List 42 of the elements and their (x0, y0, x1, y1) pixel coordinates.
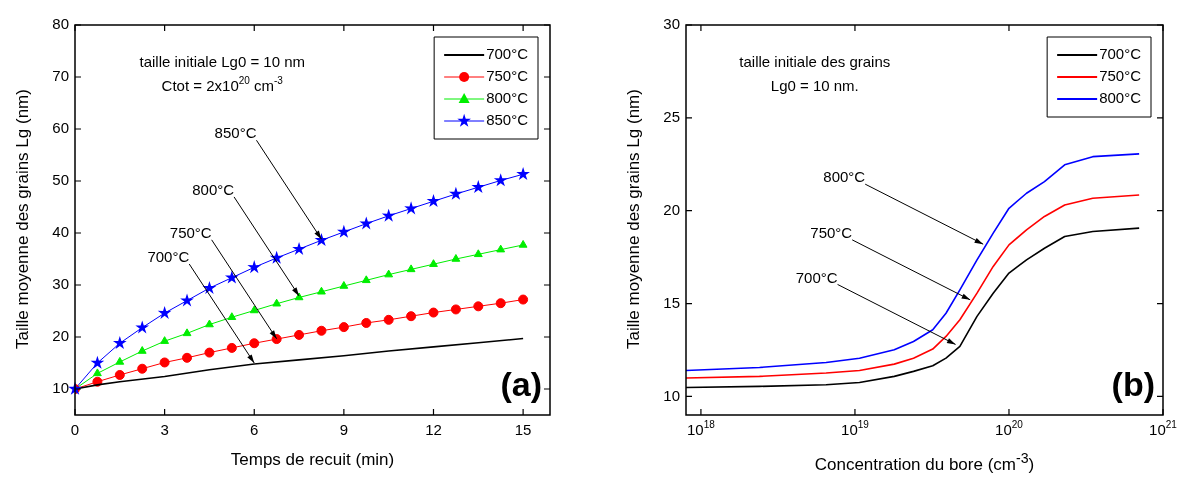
y-tick-label: 20 (52, 327, 69, 345)
legend-label: 700°C (1099, 45, 1142, 63)
y-axis-title: Taille moyenne des grains Lg (nm) (13, 88, 33, 351)
x-axis-title: Concentration du bore (cm$^{-3}$) (813, 450, 1036, 475)
annotation: taille initiale Lg0 = 10 nm (139, 53, 306, 71)
y-tick-label: 60 (52, 119, 69, 137)
y-tick-label: 40 (52, 223, 69, 241)
y-tick-label: 10 (663, 386, 680, 404)
y-tick-label: 30 (663, 15, 680, 33)
annotation: taille initiale des grains (739, 53, 891, 71)
x-tick-label: 15 (514, 421, 532, 439)
y-tick-label: 70 (52, 67, 69, 85)
legend-label: 700°C (486, 45, 529, 63)
annotation: (b) (1111, 365, 1156, 404)
legend-label: 800°C (1099, 89, 1142, 107)
annotation: Lg0 = 10 nm. (770, 77, 859, 95)
y-tick-label: 20 (663, 200, 680, 218)
y-tick-label: 15 (663, 293, 680, 311)
x-tick-label: 9 (339, 421, 349, 439)
annotation: 750°C (169, 223, 212, 241)
y-tick-label: 50 (52, 171, 69, 189)
annotation: 800°C (823, 168, 866, 186)
annotation: 700°C (147, 248, 190, 266)
x-tick-label: 3 (160, 421, 169, 439)
y-tick-label: 10 (52, 379, 69, 397)
y-tick-label: 25 (663, 108, 680, 125)
legend-label: 850°C (486, 111, 529, 129)
legend-label: 750°C (486, 67, 529, 85)
x-tick-label: 6 (250, 421, 259, 439)
x-tick-label: 12 (425, 421, 442, 439)
annotation: 850°C (214, 124, 257, 142)
annotation: (a) (500, 365, 543, 404)
annotation: 800°C (192, 181, 235, 199)
y-tick-label: 30 (52, 275, 69, 293)
legend-label: 800°C (486, 89, 529, 107)
annotation: 700°C (795, 268, 838, 286)
annotation: 750°C (810, 224, 853, 241)
legend-label: 750°C (1099, 67, 1142, 85)
y-tick-label: 80 (52, 15, 69, 33)
x-tick-label: 0 (70, 421, 80, 439)
x-axis-title: Temps de recuit (min) (229, 450, 396, 470)
y-axis-title: Taille moyenne des grains Lg (nm) (624, 88, 644, 351)
